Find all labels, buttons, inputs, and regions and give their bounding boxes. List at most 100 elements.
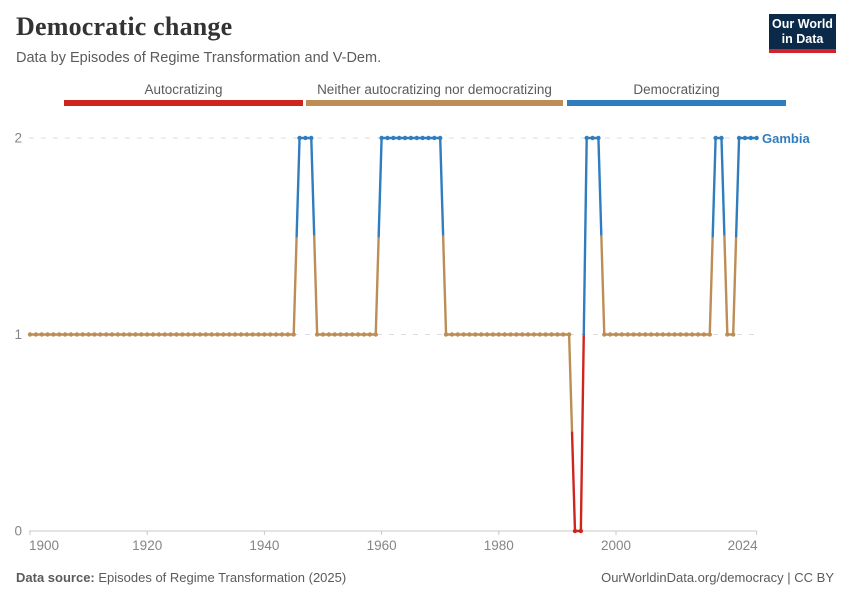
y-tick-label: 1	[14, 327, 22, 342]
x-tick-label: 1920	[132, 538, 162, 553]
data-point	[314, 332, 320, 337]
data-point	[156, 332, 162, 337]
series-segment	[295, 136, 301, 238]
x-tick-label: 1940	[249, 538, 279, 553]
datasource-value: Episodes of Regime Transformation (2025)	[94, 570, 347, 585]
data-point	[221, 332, 226, 337]
data-point	[695, 332, 701, 337]
series-segment	[441, 235, 448, 336]
legend-bar-autocratizing	[64, 100, 303, 106]
data-point	[426, 135, 431, 141]
data-point	[537, 332, 543, 337]
series-segment	[582, 136, 588, 336]
series-segment	[377, 136, 383, 238]
series-segment	[374, 235, 380, 336]
data-point	[525, 332, 531, 337]
data-point	[678, 332, 683, 337]
data-point	[508, 332, 513, 337]
data-point	[115, 332, 121, 337]
data-point	[27, 332, 33, 337]
data-point	[467, 332, 472, 337]
data-point	[631, 332, 636, 337]
data-point	[227, 332, 232, 337]
x-tick-label: 1960	[367, 538, 397, 553]
data-point	[461, 332, 466, 337]
data-point	[637, 332, 642, 337]
data-point	[449, 332, 455, 337]
data-point	[385, 135, 390, 141]
data-point	[268, 332, 273, 337]
series-segment	[597, 136, 603, 238]
data-point	[590, 135, 595, 141]
owid-url-link[interactable]: OurWorldinData.org/democracy	[601, 570, 784, 585]
data-point	[209, 332, 214, 337]
data-point	[68, 332, 74, 337]
series-segment	[723, 235, 729, 336]
data-point	[103, 332, 109, 337]
data-point	[736, 135, 742, 141]
data-point	[561, 332, 566, 337]
data-point	[666, 332, 671, 337]
data-point	[262, 332, 267, 337]
legend-bar-neither	[306, 100, 563, 106]
data-point	[531, 332, 537, 337]
legend-item-neither[interactable]: Neither autocratizing nor democratizing	[306, 82, 563, 106]
license-link[interactable]: CC BY	[794, 570, 834, 585]
series-segment	[570, 431, 577, 533]
series-segment	[732, 235, 738, 336]
data-point	[297, 135, 302, 141]
data-point	[414, 135, 419, 141]
legend-item-autocratizing[interactable]: Autocratizing	[64, 82, 303, 106]
data-point	[402, 135, 408, 141]
data-point	[150, 332, 156, 337]
legend-label: Neither autocratizing nor democratizing	[317, 82, 552, 97]
data-point	[320, 332, 326, 337]
data-point	[273, 332, 279, 337]
series-segment	[567, 333, 574, 434]
data-point	[203, 332, 208, 337]
separator: |	[783, 570, 795, 585]
data-point	[432, 135, 437, 141]
data-point	[514, 332, 519, 337]
data-point	[80, 332, 85, 337]
owid-logo[interactable]: Our World in Data	[769, 14, 836, 53]
page-title: Democratic change	[16, 12, 233, 41]
data-point	[350, 332, 355, 337]
data-point	[455, 332, 460, 337]
data-point	[145, 332, 150, 337]
data-point	[707, 332, 712, 337]
data-point	[520, 332, 525, 337]
data-point	[57, 332, 62, 337]
data-point	[256, 332, 261, 337]
series-segment	[734, 136, 741, 238]
data-point	[543, 332, 548, 337]
data-point	[326, 332, 332, 337]
data-point	[309, 135, 314, 141]
data-point	[291, 332, 296, 337]
data-point	[109, 332, 115, 337]
data-point	[92, 332, 97, 337]
data-point	[162, 332, 167, 337]
owid-logo-line1: Our World	[772, 17, 833, 31]
owid-logo-line2: in Data	[781, 32, 824, 46]
data-point	[420, 135, 425, 141]
data-point	[51, 332, 56, 337]
series-entity-label[interactable]: Gambia	[762, 131, 810, 146]
data-point	[502, 332, 507, 337]
data-point	[367, 332, 373, 337]
data-point	[648, 332, 654, 337]
data-point	[473, 332, 478, 337]
data-point	[121, 332, 126, 337]
legend-item-democratizing[interactable]: Democratizing	[567, 82, 786, 106]
data-point	[484, 332, 490, 337]
data-point	[303, 135, 308, 141]
series-segment	[708, 235, 714, 336]
series-segment	[310, 136, 316, 238]
data-point	[602, 332, 607, 337]
chart-subtitle: Data by Episodes of Regime Transformatio…	[16, 50, 382, 66]
data-point	[689, 332, 695, 337]
data-point	[725, 332, 730, 337]
data-point	[62, 332, 68, 337]
